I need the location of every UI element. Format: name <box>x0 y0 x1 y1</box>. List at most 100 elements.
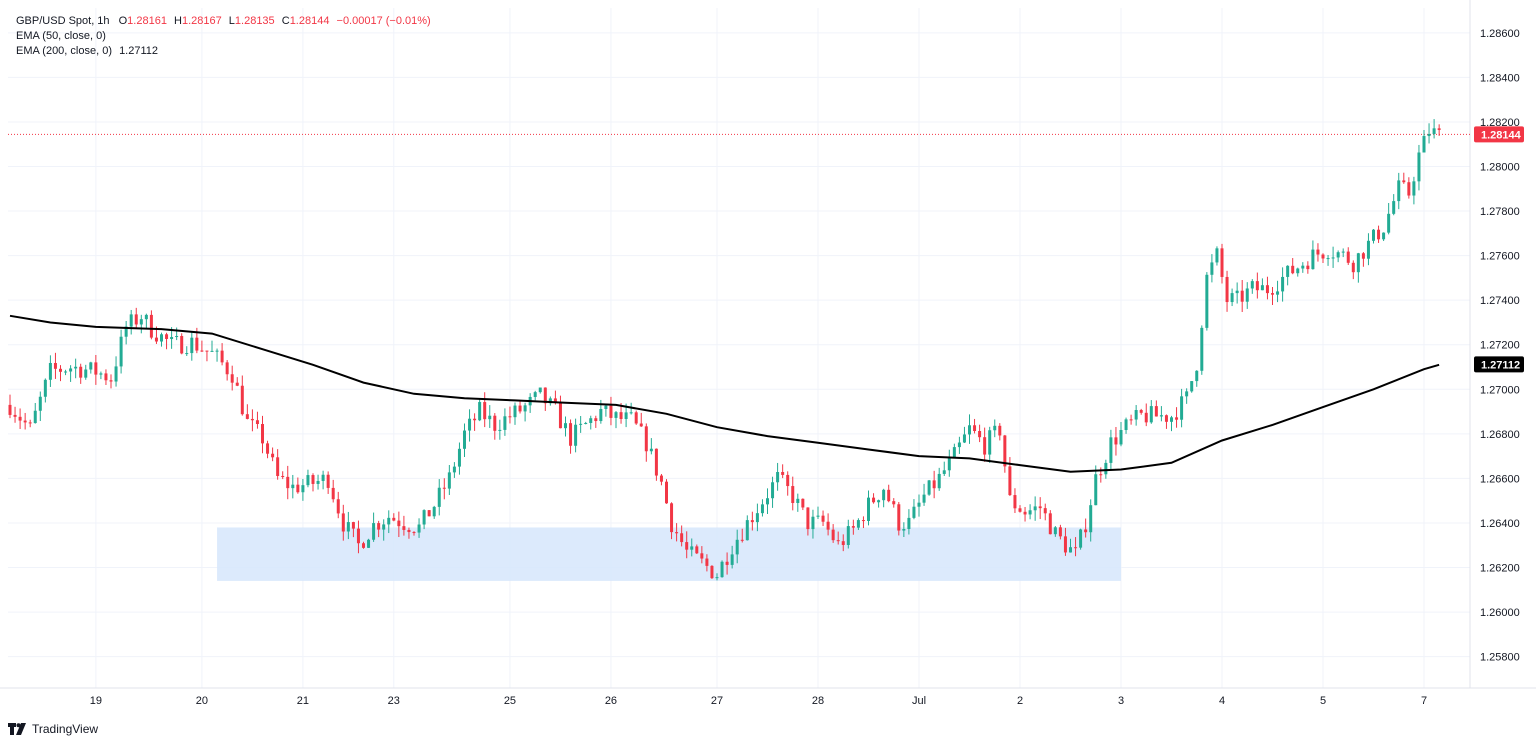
candle-body <box>94 362 98 375</box>
candle-body <box>892 501 896 505</box>
candle-body <box>1094 474 1098 506</box>
price-axis[interactable]: 1.28600 1.28400 1.28200 1.28000 1.27800 1.276… <box>1480 28 1520 664</box>
candle-body <box>498 429 502 431</box>
candle-body <box>1185 391 1189 397</box>
candle-body <box>185 353 189 355</box>
candle-body <box>1240 290 1244 302</box>
candle-body <box>205 350 209 352</box>
time-tick-label: 28 <box>812 695 824 707</box>
candle-body <box>503 416 507 430</box>
candle-body <box>912 506 916 518</box>
time-tick-label: Jul <box>912 695 926 707</box>
candle-body <box>33 410 37 424</box>
price-tick-label: 1.28000 <box>1480 162 1520 174</box>
price-tick-label: 1.27200 <box>1480 340 1520 352</box>
candle-body <box>867 497 870 521</box>
candle-body <box>821 515 825 522</box>
candle-body <box>887 489 891 502</box>
candle-body <box>1361 253 1365 259</box>
candle-body <box>311 475 315 484</box>
time-tick-label: 21 <box>297 695 309 707</box>
candle-body <box>463 430 466 449</box>
candle-body <box>109 380 113 382</box>
candle-body <box>1058 527 1062 537</box>
candle-body <box>1271 293 1274 295</box>
price-tick-label: 1.26600 <box>1480 473 1520 485</box>
tradingview-brand[interactable]: TradingView <box>8 721 98 737</box>
close-value: 1.28144 <box>289 15 330 27</box>
candle-body <box>1230 293 1234 303</box>
candle-body <box>685 542 689 550</box>
candle-body <box>74 366 78 369</box>
candle-body <box>8 404 12 415</box>
candle-body <box>341 513 345 532</box>
candle-body <box>79 366 83 378</box>
candle-body <box>543 387 547 404</box>
candle-body <box>1144 412 1148 423</box>
ema50-legend[interactable]: EMA (50, close, 0) <box>16 29 431 44</box>
candle-body <box>104 373 108 381</box>
low-value: 1.28135 <box>234 15 275 27</box>
candle-body <box>402 526 406 530</box>
candle-body <box>38 396 42 411</box>
candle-body <box>321 474 325 481</box>
open-key: O <box>118 15 128 27</box>
candle-body <box>1225 276 1229 303</box>
time-axis[interactable]: 19 20 21 23 25 26 27 28 Jul 2 3 4 5 7 <box>90 695 1427 707</box>
candle-body <box>180 336 184 354</box>
candle-body <box>1129 419 1133 421</box>
chart-legend: GBP/USD Spot, 1h O1.28161 H1.28167 L1.28… <box>16 14 431 59</box>
candle-body <box>1286 265 1290 277</box>
candle-body <box>437 487 441 507</box>
last-price-label-text: 1.28144 <box>1481 129 1522 141</box>
candle-body <box>1235 290 1239 294</box>
candle-body <box>266 443 270 454</box>
candle-body <box>478 402 482 421</box>
candle-body <box>473 418 477 421</box>
candle-body <box>165 334 169 339</box>
candle-body <box>13 414 17 417</box>
candle-body <box>902 529 906 531</box>
candle-body <box>412 532 416 534</box>
candle-body <box>624 412 628 419</box>
candle-body <box>766 498 769 505</box>
candle-body <box>124 326 128 337</box>
candle-body <box>553 398 557 403</box>
low-key: L <box>228 15 235 27</box>
candle-body <box>210 350 214 352</box>
time-tick-label: 23 <box>388 695 400 707</box>
candle-body <box>154 337 158 342</box>
candle-body <box>690 546 694 550</box>
brand-name: TradingView <box>32 722 99 736</box>
candle-body <box>589 418 593 423</box>
candle-body <box>230 374 234 383</box>
candle-body <box>69 368 73 372</box>
candle-body <box>160 334 163 342</box>
ema200-legend[interactable]: EMA (200, close, 0) 1.27112 <box>16 44 431 59</box>
candle-body <box>831 529 835 541</box>
candle-body <box>720 561 724 578</box>
candle-body <box>1069 547 1072 553</box>
candle-body <box>170 337 174 339</box>
candle-body <box>1417 152 1421 182</box>
candle-body <box>1008 466 1012 496</box>
candle-body <box>1422 136 1426 153</box>
chart-grid <box>8 8 1470 688</box>
candle-body <box>149 314 153 338</box>
candle-body <box>836 540 840 542</box>
candle-body <box>917 502 921 507</box>
ema200-price-label-text: 1.27112 <box>1481 359 1520 371</box>
symbol-label[interactable]: GBP/USD Spot, 1h <box>16 15 110 27</box>
candle-body <box>675 532 679 534</box>
candle-body <box>59 368 62 372</box>
time-tick-label: 5 <box>1320 695 1326 707</box>
ema200-value: 1.27112 <box>119 45 159 57</box>
candle-body <box>89 362 93 370</box>
candle-body <box>493 415 497 431</box>
candle-body <box>634 412 638 424</box>
candle-body <box>422 510 426 525</box>
candle-body <box>1326 258 1330 260</box>
candle-body <box>599 408 603 422</box>
price-tick-label: 1.27600 <box>1480 251 1520 263</box>
